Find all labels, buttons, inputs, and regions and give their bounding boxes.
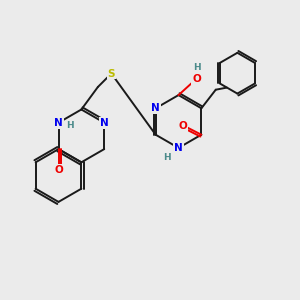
Text: H: H — [66, 121, 74, 130]
Text: O: O — [192, 74, 201, 84]
Text: S: S — [108, 68, 115, 79]
Text: O: O — [178, 121, 187, 131]
Text: N: N — [174, 143, 183, 153]
Text: H: H — [163, 153, 171, 162]
Text: N: N — [100, 118, 109, 128]
Text: H: H — [193, 63, 200, 72]
Text: N: N — [151, 103, 160, 113]
Text: N: N — [54, 118, 63, 128]
Text: O: O — [54, 165, 63, 175]
